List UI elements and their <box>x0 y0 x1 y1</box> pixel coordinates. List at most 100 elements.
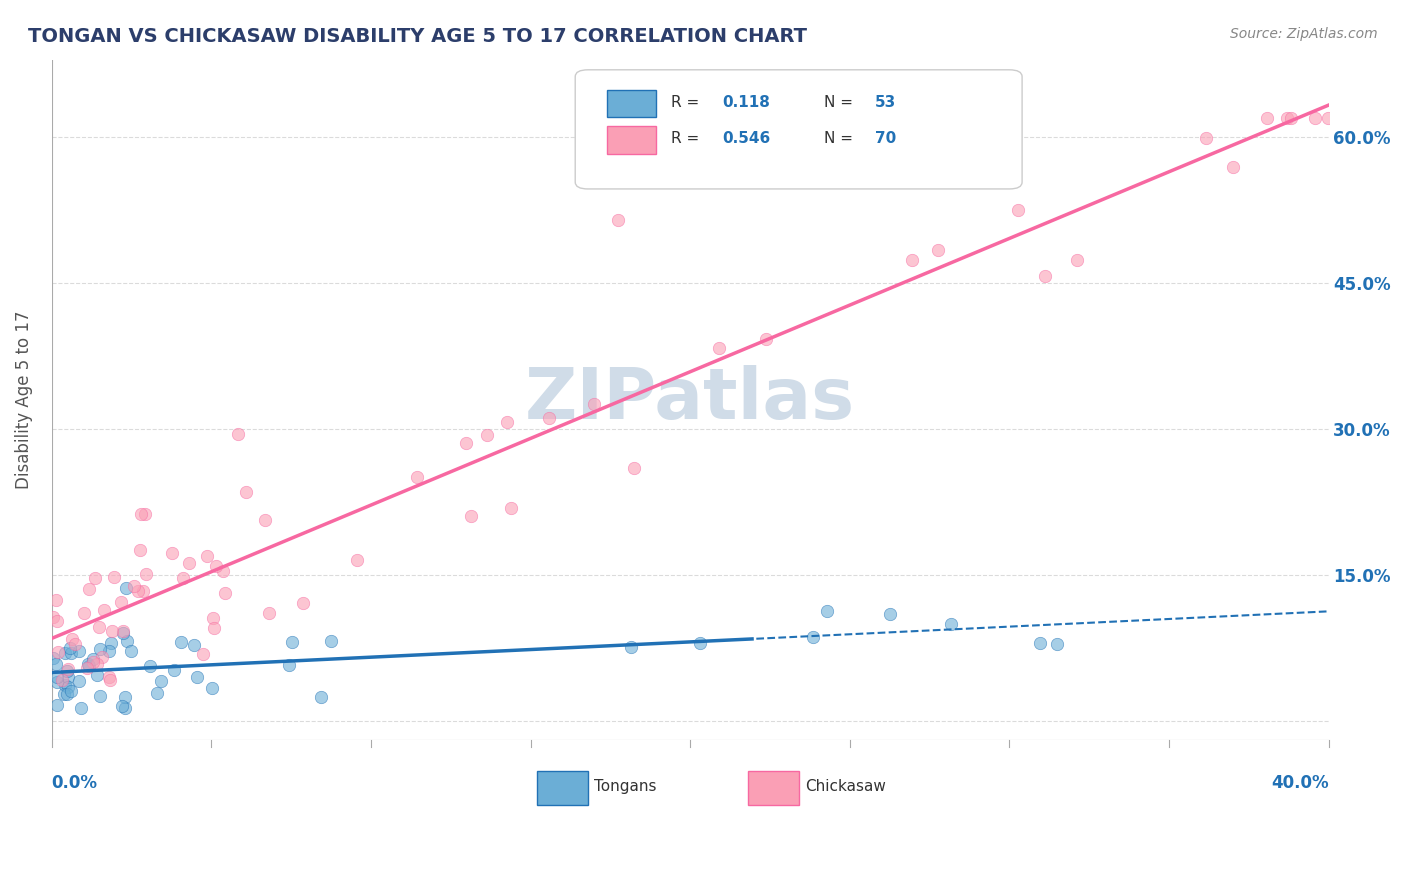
Point <box>292 596 315 610</box>
Point <box>801 630 824 644</box>
Point <box>56 665 79 679</box>
Point <box>134 507 156 521</box>
Point <box>460 509 482 524</box>
Point <box>115 581 138 595</box>
Text: N =: N = <box>824 95 853 110</box>
Point <box>55 687 77 701</box>
Point <box>83 572 105 586</box>
Point <box>160 546 183 560</box>
Point <box>879 607 901 621</box>
Point <box>77 658 100 673</box>
Point <box>1279 111 1302 125</box>
Point <box>475 428 498 442</box>
Point <box>226 426 249 441</box>
Text: 0.0%: 0.0% <box>52 774 98 792</box>
Point <box>149 674 172 689</box>
Point <box>53 646 76 660</box>
Point <box>103 570 125 584</box>
Point <box>1066 252 1088 267</box>
Point <box>56 670 79 684</box>
Point <box>60 683 83 698</box>
Point <box>51 673 73 687</box>
Point <box>128 543 150 558</box>
Text: Tongans: Tongans <box>595 780 657 794</box>
Point <box>69 701 91 715</box>
Point <box>496 415 519 429</box>
Text: 0.118: 0.118 <box>723 95 770 110</box>
Point <box>58 640 80 655</box>
Point <box>177 556 200 570</box>
Point <box>406 470 429 484</box>
Point <box>1305 111 1327 125</box>
Point <box>86 668 108 682</box>
Point <box>321 633 343 648</box>
Point <box>454 436 477 450</box>
Point <box>110 595 132 609</box>
Point <box>309 690 332 705</box>
Point <box>89 689 111 703</box>
Point <box>77 657 100 671</box>
Point <box>111 699 134 714</box>
FancyBboxPatch shape <box>537 771 588 805</box>
Point <box>146 686 169 700</box>
Point <box>111 624 134 639</box>
FancyBboxPatch shape <box>607 90 655 118</box>
Point <box>98 673 121 687</box>
Point <box>120 644 142 658</box>
Text: TONGAN VS CHICKASAW DISABILITY AGE 5 TO 17 CORRELATION CHART: TONGAN VS CHICKASAW DISABILITY AGE 5 TO … <box>28 27 807 45</box>
Text: 0.546: 0.546 <box>723 131 770 146</box>
Text: 53: 53 <box>876 95 897 110</box>
Point <box>76 661 98 675</box>
Point <box>100 636 122 650</box>
Point <box>501 500 523 515</box>
Point <box>132 583 155 598</box>
Point <box>172 571 194 585</box>
Point <box>607 213 630 227</box>
Point <box>186 670 208 684</box>
Point <box>212 564 235 578</box>
Point <box>620 640 643 655</box>
Point <box>214 586 236 600</box>
Text: 70: 70 <box>876 131 897 146</box>
Point <box>1007 202 1029 217</box>
Point <box>281 635 304 649</box>
Point <box>346 552 368 566</box>
Point <box>815 604 838 618</box>
Text: 40.0%: 40.0% <box>1271 774 1329 792</box>
Point <box>56 680 79 694</box>
Text: R =: R = <box>671 95 699 110</box>
Point <box>89 620 111 634</box>
Point <box>101 624 124 638</box>
Point <box>41 610 63 624</box>
Point <box>623 460 645 475</box>
Point <box>63 637 86 651</box>
Text: R =: R = <box>671 131 699 146</box>
Point <box>52 687 75 701</box>
Point <box>1029 636 1052 650</box>
Text: N =: N = <box>824 131 853 146</box>
Point <box>709 341 731 355</box>
Point <box>60 632 83 646</box>
Point <box>42 651 65 665</box>
Point <box>537 410 560 425</box>
Point <box>135 566 157 581</box>
Point <box>67 644 90 658</box>
Point <box>254 513 277 527</box>
Point <box>86 657 108 671</box>
Point <box>98 670 121 684</box>
Point <box>53 678 76 692</box>
Point <box>163 663 186 677</box>
Text: ZIPatlas: ZIPatlas <box>524 366 855 434</box>
Point <box>46 674 69 689</box>
Point <box>582 397 605 411</box>
Y-axis label: Disability Age 5 to 17: Disability Age 5 to 17 <box>15 310 32 489</box>
Point <box>202 621 225 635</box>
Point <box>755 332 778 346</box>
Point <box>56 662 79 676</box>
Point <box>98 644 121 658</box>
Text: Chickasaw: Chickasaw <box>806 780 886 794</box>
Point <box>67 674 90 689</box>
Point <box>1316 111 1339 125</box>
Point <box>901 253 924 268</box>
Point <box>170 635 193 649</box>
